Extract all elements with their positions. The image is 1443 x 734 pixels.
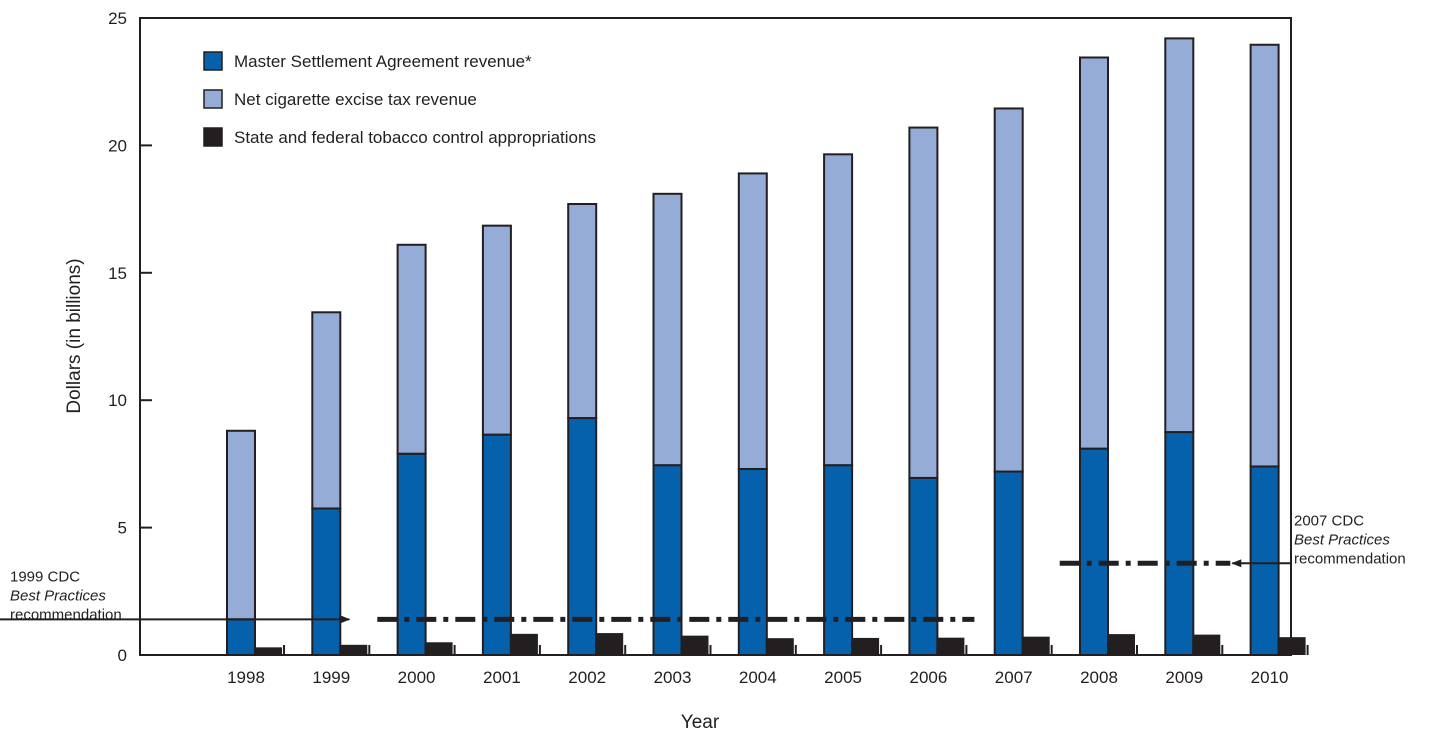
bar-excise-1999 bbox=[311, 311, 342, 510]
annotation-line-2-2: Best Practices bbox=[1294, 531, 1390, 548]
legend-swatch-master-settlement-agreement-revenue bbox=[203, 51, 223, 71]
bar-appropriations-2006 bbox=[936, 637, 965, 655]
bar-appropriations-1998 bbox=[254, 647, 282, 655]
y-tick-label-10: 10 bbox=[108, 391, 127, 410]
bar-msa-2008 bbox=[1079, 447, 1109, 656]
x-axis: 1998 1999 2000 2001 2002 2003 2004 2005 2006 2007… bbox=[227, 645, 1309, 687]
legend-swatch-state-and-federal-tobacco-control-appropriations bbox=[203, 127, 223, 147]
y-tick-label-5: 5 bbox=[118, 519, 127, 538]
bar-appropriations-2005 bbox=[851, 637, 880, 655]
x-tick-label-2005: 2005 bbox=[824, 668, 862, 687]
bar-msa-1999 bbox=[311, 507, 342, 656]
annotation-line-1-1: 1999 CDC bbox=[10, 568, 80, 585]
bar-excise-2004 bbox=[737, 172, 768, 470]
x-tick-label-2010: 2010 bbox=[1251, 668, 1289, 687]
y-axis: 0 5 10 15 20 25 bbox=[108, 9, 152, 665]
y-tick-label-25: 25 bbox=[108, 9, 127, 28]
bar-appropriations-2003 bbox=[680, 635, 709, 655]
bar-appropriations-1999 bbox=[339, 644, 368, 655]
x-tick-label-2007: 2007 bbox=[995, 668, 1033, 687]
bar-excise-2010 bbox=[1249, 43, 1280, 468]
bar-excise-2008 bbox=[1079, 56, 1109, 450]
x-tick-label-2009: 2009 bbox=[1165, 668, 1203, 687]
bar-msa-2010 bbox=[1249, 465, 1280, 656]
bar-excise-2005 bbox=[823, 153, 854, 467]
bar-excise-2007 bbox=[993, 107, 1024, 473]
bar-excise-2000 bbox=[396, 243, 427, 455]
bar-msa-2003 bbox=[652, 464, 683, 657]
annotation-line-2-1: 2007 CDC bbox=[1294, 512, 1364, 529]
y-tick-label-0: 0 bbox=[118, 646, 127, 665]
bar-msa-2007 bbox=[993, 470, 1024, 656]
bar-excise-2003 bbox=[652, 192, 683, 467]
x-tick-label-2004: 2004 bbox=[739, 668, 777, 687]
annotation-line-1-3: recommendation bbox=[10, 606, 122, 623]
bar-appropriations-2004 bbox=[765, 638, 794, 655]
bar-excise-2006 bbox=[908, 126, 939, 479]
bar-msa-2009 bbox=[1164, 431, 1195, 656]
bar-msa-2005 bbox=[823, 464, 854, 657]
x-tick-label-2002: 2002 bbox=[568, 668, 606, 687]
x-tick-label-2008: 2008 bbox=[1080, 668, 1118, 687]
legend: Master Settlement Agreement revenue* Net … bbox=[203, 51, 596, 147]
plot-frame bbox=[139, 17, 1292, 656]
bar-excise-2002 bbox=[567, 203, 598, 420]
bar-msa-2002 bbox=[567, 417, 598, 657]
bar-appropriations-2010 bbox=[1277, 637, 1306, 655]
bar-excise-2009 bbox=[1164, 37, 1195, 434]
legend-label-master-settlement-agreement-revenue: Master Settlement Agreement revenue* bbox=[234, 52, 532, 71]
bar-appropriations-2008 bbox=[1107, 634, 1135, 655]
bar-appropriations-2001 bbox=[509, 633, 538, 655]
legend-swatch-net-cigarette-excise-tax-revenue bbox=[203, 89, 223, 109]
legend-label-state-and-federal-tobacco-control-appropriations: State and federal tobacco control approp… bbox=[234, 128, 596, 147]
annotation-line-1-2: Best Practices bbox=[10, 587, 106, 604]
legend-label-net-cigarette-excise-tax-revenue: Net cigarette excise tax revenue bbox=[234, 90, 477, 109]
bar-excise-1998 bbox=[226, 429, 256, 621]
annotation-line-2-3: recommendation bbox=[1294, 550, 1406, 567]
bar-excise-2001 bbox=[481, 224, 512, 436]
bar-msa-2006 bbox=[908, 476, 939, 656]
annotations-layer: 1999 CDC Best Practices recommendation2007… bbox=[0, 512, 1406, 624]
bar-appropriations-2000 bbox=[424, 642, 453, 655]
bar-appropriations-2002 bbox=[595, 633, 624, 655]
bar-msa-2000 bbox=[396, 452, 427, 657]
bar-appropriations-2009 bbox=[1192, 634, 1221, 655]
recommendation-lines-layer bbox=[377, 560, 1231, 622]
x-tick-label-2000: 2000 bbox=[398, 668, 436, 687]
bar-msa-2001 bbox=[481, 433, 512, 656]
x-axis-title: Year bbox=[681, 712, 720, 733]
annotation-text-2: 2007 CDC Best Practices recommendation bbox=[1294, 512, 1406, 567]
x-tick-label-2001: 2001 bbox=[483, 668, 521, 687]
x-tick-label-1999: 1999 bbox=[312, 668, 350, 687]
bars-layer bbox=[226, 37, 1306, 657]
annotation-text-1: 1999 CDC Best Practices recommendation bbox=[10, 568, 122, 623]
bar-msa-2004 bbox=[737, 467, 768, 656]
x-tick-label-2006: 2006 bbox=[909, 668, 947, 687]
bar-appropriations-2007 bbox=[1021, 636, 1050, 655]
y-axis-title: Dollars (in billions) bbox=[64, 258, 85, 413]
y-tick-label-20: 20 bbox=[108, 136, 127, 155]
bar-msa-1998 bbox=[226, 618, 256, 657]
x-tick-label-1998: 1998 bbox=[227, 668, 265, 687]
x-tick-label-2003: 2003 bbox=[654, 668, 692, 687]
y-tick-label-15: 15 bbox=[108, 264, 127, 283]
